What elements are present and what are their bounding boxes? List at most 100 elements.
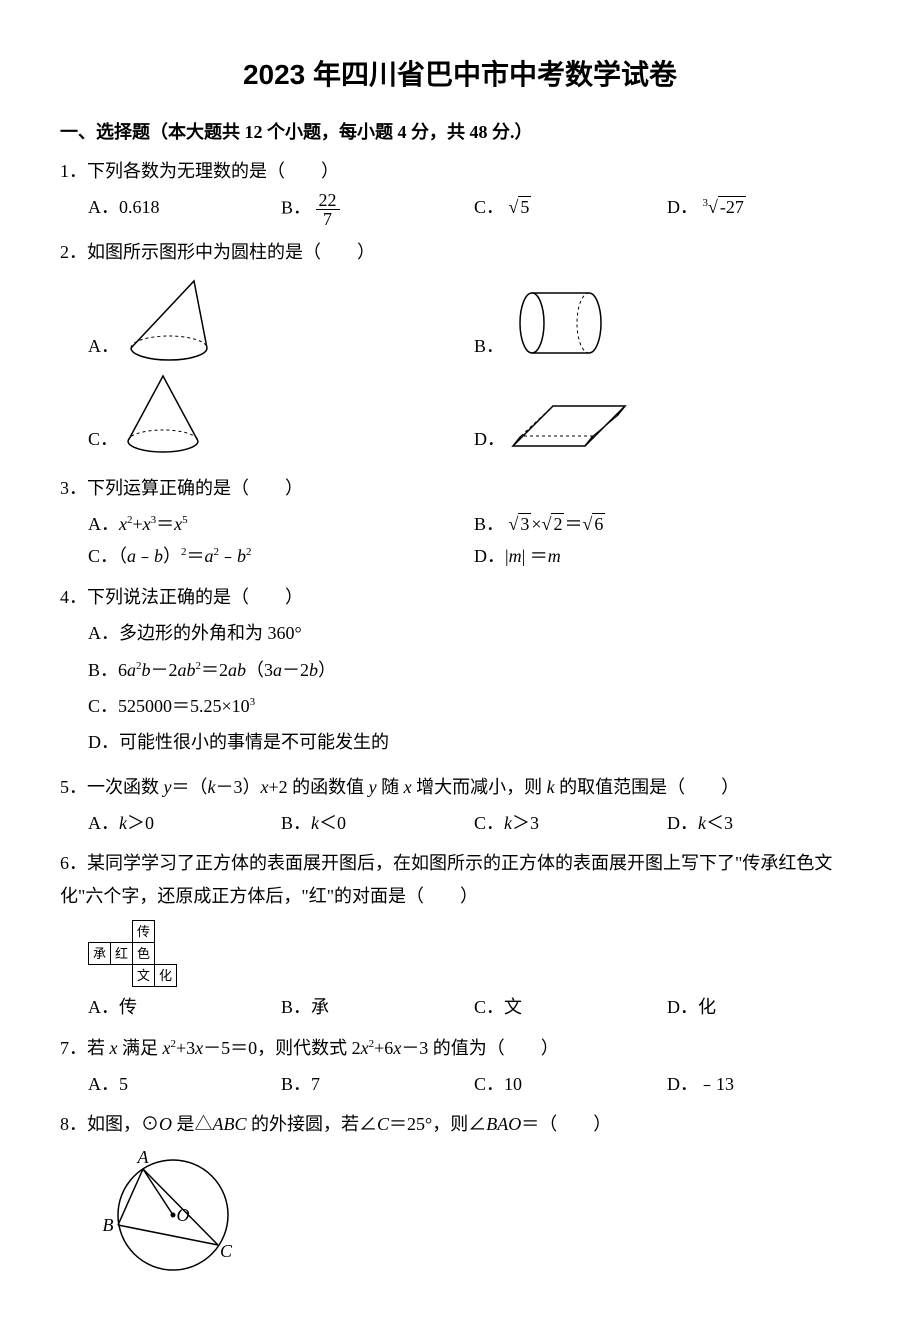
q1-c-rad: 5 [518, 196, 531, 217]
q8-b: 是△ [172, 1114, 213, 1134]
question-8: 8．如图，⊙O 是△ABC 的外接圆，若∠C＝25°，则∠BAO＝（ ） A B… [60, 1108, 860, 1274]
q7-f: －3 的值为（ ） [401, 1038, 559, 1058]
q1-d-rad: -27 [718, 196, 746, 217]
q5-a-var: k [119, 813, 127, 833]
q2-c-label: C． [88, 423, 118, 455]
q5-stem: 5．一次函数 y＝（k－3）x+2 的函数值 y 随 x 增大而减小，则 k 的… [60, 771, 860, 803]
q2-d-label: D． [474, 423, 505, 455]
q3-d-eq: | ＝ [522, 546, 548, 566]
q8-d: ＝25°，则∠ [389, 1114, 486, 1134]
q5-a: 5．一次函数 [60, 777, 164, 797]
q3-options: A．x2+x3＝x5 B． √3×√2＝√6 C．（a﹣b）2＝a2﹣b2 D．… [60, 508, 860, 573]
q1-c-sqrt: √5 [509, 191, 532, 223]
question-6: 6．某同学学习了正方体的表面展开图后，在如图所示的正方体的表面展开图上写下了"传… [60, 847, 860, 1023]
q4-b-end: ） [318, 660, 336, 680]
question-5: 5．一次函数 y＝（k－3）x+2 的函数值 y 随 x 增大而减小，则 k 的… [60, 771, 860, 840]
q8-BAO: BAO [486, 1114, 521, 1134]
q7-c: +3 [176, 1038, 195, 1058]
q4-options: A．多边形的外角和为 360° B．6a2b－2ab2＝2ab（3a－2b） C… [60, 617, 860, 763]
q3-b-label: B． [474, 514, 504, 534]
q1-opt-b: B． 22 7 [281, 191, 474, 228]
q8-e: ＝（ ） [521, 1114, 611, 1134]
q3-c-label: C．（ [88, 546, 127, 566]
q7-options: A．5 B．7 C．10 D．﹣13 [60, 1068, 860, 1100]
q5-b: ＝（ [172, 777, 208, 797]
q1-b-num: 22 [316, 191, 340, 210]
q1-d-label: D． [667, 197, 698, 217]
q3-d-var: m [509, 546, 522, 566]
q6-stem: 6．某同学学习了正方体的表面展开图后，在如图所示的正方体的表面展开图上写下了"传… [60, 847, 860, 912]
q7-b: 满足 [118, 1038, 163, 1058]
q2-a-label: A． [88, 330, 119, 362]
q5-d-var: k [698, 813, 706, 833]
q8-label-O: O [177, 1205, 190, 1225]
q4-stem: 4．下列说法正确的是（ ） [60, 581, 860, 613]
q6-options: A．传 B．承 C．文 D．化 [60, 991, 860, 1023]
q1-stem: 1．下列各数为无理数的是（ ） [60, 155, 860, 187]
q8-C: C [377, 1114, 389, 1134]
q1-d-idx: 3 [703, 197, 709, 209]
net-cell: 红 [111, 943, 133, 965]
q8-stem: 8．如图，⊙O 是△ABC 的外接圆，若∠C＝25°，则∠BAO＝（ ） [60, 1108, 860, 1140]
q7-opt-d: D．﹣13 [667, 1068, 860, 1100]
q2-figures: A． B． C． D． [60, 273, 860, 464]
question-4: 4．下列说法正确的是（ ） A．多边形的外角和为 360° B．6a2b－2ab… [60, 581, 860, 763]
q1-opt-c: C． √5 [474, 191, 667, 228]
q5-b-lbl: B． [281, 813, 311, 833]
q2-opt-a: A． [88, 273, 474, 363]
q1-b-fraction: 22 7 [316, 191, 340, 228]
q5-a-op: ＞0 [127, 813, 154, 833]
q5-c-op: ＞3 [512, 813, 539, 833]
q7-a: 7．若 [60, 1038, 110, 1058]
q5-x1: x [261, 777, 269, 797]
q5-b-op: ＜0 [319, 813, 346, 833]
q4-b-eq: ＝2 [201, 660, 228, 680]
q8-ABC: ABC [213, 1114, 247, 1134]
q4-c-text: C．525000＝5.25×10 [88, 696, 250, 716]
q5-opt-d: D．k＜3 [667, 807, 860, 839]
cone-slant-icon [119, 273, 219, 363]
q1-b-den: 7 [316, 210, 340, 228]
q5-y2: y [369, 777, 377, 797]
q5-y1: y [164, 777, 172, 797]
q7-x4: x [361, 1038, 369, 1058]
q5-opt-b: B．k＜0 [281, 807, 474, 839]
q5-d-op: ＜3 [706, 813, 733, 833]
question-1: 1．下列各数为无理数的是（ ） A．0.618 B． 22 7 C． √5 D．… [60, 155, 860, 228]
q7-opt-b: B．7 [281, 1068, 474, 1100]
q2-b-label: B． [474, 330, 504, 362]
cube-net-figure: 传 承 红 色 文 化 [88, 920, 177, 987]
q8-c: 的外接圆，若∠ [247, 1114, 378, 1134]
cone-icon [118, 371, 208, 456]
q7-x2: x [163, 1038, 171, 1058]
page-title: 2023 年四川省巴中市中考数学试卷 [60, 50, 860, 100]
q3-b-c: 6 [592, 513, 605, 534]
q7-x3: x [195, 1038, 203, 1058]
q3-b-b: 2 [551, 513, 564, 534]
q5-g: 的取值范围是（ ） [555, 777, 740, 797]
q4-opt-d: D．可能性很小的事情是不可能发生的 [88, 726, 860, 758]
q4-b-par: （3 [246, 660, 273, 680]
q3-d-var2: m [548, 546, 561, 566]
q5-a-lbl: A． [88, 813, 119, 833]
q5-e: 随 [377, 777, 404, 797]
cylinder-icon [504, 283, 614, 363]
q1-opt-a: A．0.618 [88, 191, 281, 228]
q3-a-label: A． [88, 514, 119, 534]
q8-label-B: B [103, 1215, 114, 1235]
q3-b-a: 3 [518, 513, 531, 534]
q6-opt-c: C．文 [474, 991, 667, 1023]
q4-b-sub: －2 [282, 660, 309, 680]
q3-opt-b: B． √3×√2＝√6 [474, 508, 860, 540]
q3-stem: 3．下列运算正确的是（ ） [60, 472, 860, 504]
q6-opt-b: B．承 [281, 991, 474, 1023]
q2-opt-b: B． [474, 273, 860, 363]
circle-triangle-icon: A B C O [88, 1145, 258, 1275]
q5-d-lbl: D． [667, 813, 698, 833]
q7-d: －5＝0，则代数式 2 [203, 1038, 361, 1058]
q5-d: +2 的函数值 [269, 777, 369, 797]
section-header: 一、选择题（本大题共 12 个小题，每小题 4 分，共 48 分.） [60, 116, 860, 148]
q1-options: A．0.618 B． 22 7 C． √5 D． 3√-27 [60, 191, 860, 228]
q4-opt-c: C．525000＝5.25×103 [88, 690, 860, 722]
q2-opt-d: D． [474, 371, 860, 456]
